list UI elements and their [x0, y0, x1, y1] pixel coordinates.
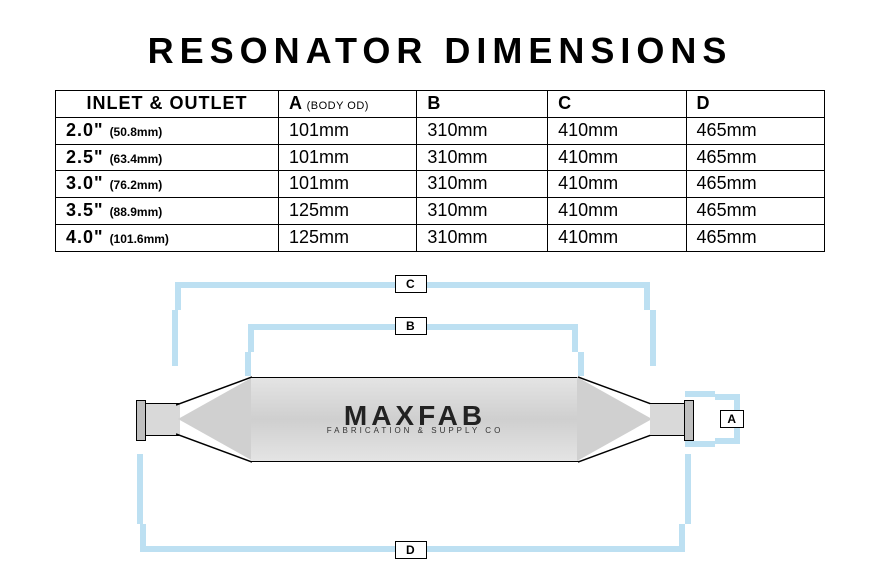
value-cell: 310mm [417, 171, 548, 198]
outlet-pipe [650, 403, 690, 436]
resonator-diagram: C B A D MAXFAB FABRICATION & SUPPLY CO [140, 282, 740, 552]
dimension-tick [137, 454, 143, 524]
table-row: 2.5" (63.4mm)101mm310mm410mm465mm [56, 144, 825, 171]
dimension-tick [685, 454, 691, 524]
value-cell: 125mm [279, 224, 417, 251]
size-cell: 3.0" (76.2mm) [56, 171, 279, 198]
dimension-tick [172, 310, 178, 366]
dimension-label-b: B [395, 317, 427, 335]
value-cell: 101mm [279, 117, 417, 144]
size-cell: 2.0" (50.8mm) [56, 117, 279, 144]
table-row: 4.0" (101.6mm)125mm310mm410mm465mm [56, 224, 825, 251]
dimension-tick [245, 352, 251, 376]
value-cell: 465mm [686, 144, 824, 171]
value-cell: 410mm [548, 171, 686, 198]
column-header: B [417, 91, 548, 118]
column-header: INLET & OUTLET [56, 91, 279, 118]
value-cell: 410mm [548, 117, 686, 144]
value-cell: 310mm [417, 224, 548, 251]
resonator-main-body: MAXFAB FABRICATION & SUPPLY CO [251, 377, 579, 462]
value-cell: 125mm [279, 198, 417, 225]
outlet-cone [577, 377, 652, 461]
column-header: D [686, 91, 824, 118]
size-cell: 3.5" (88.9mm) [56, 198, 279, 225]
column-header: C [548, 91, 686, 118]
resonator-body: MAXFAB FABRICATION & SUPPLY CO [140, 377, 690, 462]
inlet-pipe [140, 403, 180, 436]
brand-tagline: FABRICATION & SUPPLY CO [327, 426, 504, 435]
value-cell: 465mm [686, 117, 824, 144]
value-cell: 310mm [417, 198, 548, 225]
value-cell: 465mm [686, 224, 824, 251]
value-cell: 101mm [279, 144, 417, 171]
size-cell: 4.0" (101.6mm) [56, 224, 279, 251]
dimension-tick [650, 310, 656, 366]
brand-logo: MAXFAB [344, 403, 486, 428]
value-cell: 465mm [686, 198, 824, 225]
value-cell: 410mm [548, 144, 686, 171]
dimension-tick [578, 352, 584, 376]
table-row: 2.0" (50.8mm)101mm310mm410mm465mm [56, 117, 825, 144]
table-row: 3.5" (88.9mm)125mm310mm410mm465mm [56, 198, 825, 225]
value-cell: 465mm [686, 171, 824, 198]
value-cell: 310mm [417, 117, 548, 144]
dimensions-table: INLET & OUTLETA (BODY OD)BCD 2.0" (50.8m… [55, 90, 825, 252]
inlet-cone [178, 377, 253, 461]
dimension-label-a: A [720, 410, 744, 428]
value-cell: 101mm [279, 171, 417, 198]
value-cell: 410mm [548, 224, 686, 251]
size-cell: 2.5" (63.4mm) [56, 144, 279, 171]
page-title: RESONATOR DIMENSIONS [55, 30, 825, 72]
value-cell: 410mm [548, 198, 686, 225]
column-header: A (BODY OD) [279, 91, 417, 118]
value-cell: 310mm [417, 144, 548, 171]
dimension-label-d: D [395, 541, 427, 559]
table-row: 3.0" (76.2mm)101mm310mm410mm465mm [56, 171, 825, 198]
dimension-label-c: C [395, 275, 427, 293]
